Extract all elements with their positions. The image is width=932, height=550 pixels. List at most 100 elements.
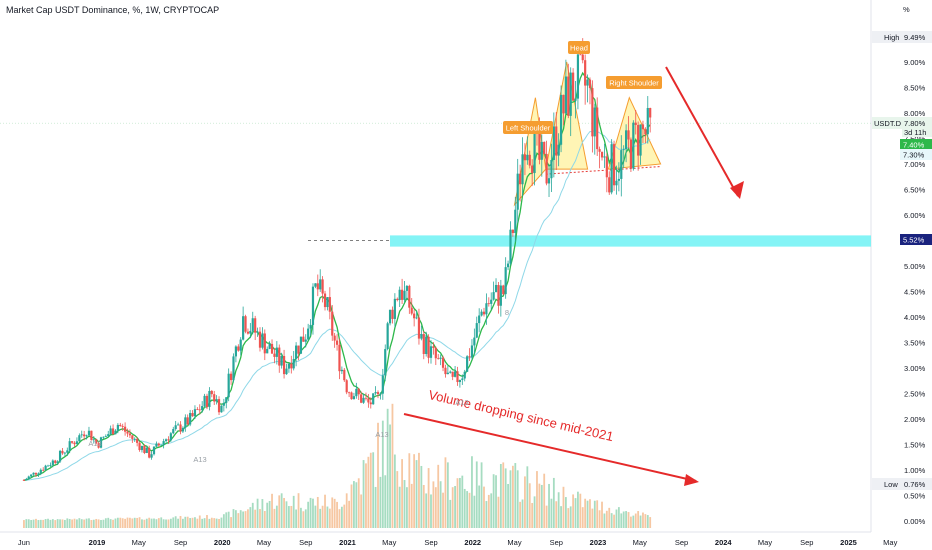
candle-body [323,293,327,308]
candle-body [251,318,254,331]
volume-bar [225,512,228,528]
volume-bar [446,462,449,528]
candle-body [381,375,384,394]
volume-bar [360,494,363,528]
candle-body [152,446,156,455]
volume-bar [401,459,403,528]
candle-body [485,303,488,315]
volume-bar [143,519,146,528]
candle-body [215,399,218,402]
candle-body [388,309,392,324]
head-badge [568,41,590,54]
volume-bar [410,483,413,528]
candle-body [314,283,317,287]
candle-body [234,346,237,357]
low-badge [872,478,932,490]
candle-body [304,339,307,342]
candle-body [176,424,180,426]
y-tick-label: 1.00% [904,466,926,475]
x-tick-label: May [382,538,396,547]
candle-body [345,380,348,393]
candle-body [78,435,81,442]
high-value: 9.49% [904,33,926,42]
volume-bar [434,487,437,528]
volume-bar [51,519,54,528]
volume-bar [540,484,543,528]
candle-body [350,392,353,400]
last-price-badge [902,117,932,137]
candle-body [138,442,141,451]
x-tick-label: 2025 [840,538,857,547]
y-tick-label: 3.00% [904,364,926,373]
high-label: High [884,33,899,42]
candle-body [56,461,59,463]
candle-body [413,313,416,319]
candle-body [242,316,245,340]
volume-bar [430,494,432,528]
volume-bar [449,499,452,528]
candle-body [309,324,312,329]
volume-bar [340,506,343,528]
candle-body [258,331,262,348]
candle-body [502,285,505,295]
volume-bar [153,518,155,528]
volume-bar [261,499,264,528]
low-value: 0.76% [904,480,926,489]
candle-body [326,297,329,308]
volume-bar [242,511,245,528]
candle-body [208,390,211,408]
candle-body [468,356,471,358]
candle-body [246,331,250,334]
volume-bar [124,518,127,528]
volume-bar [37,520,40,528]
price-forecast-arrowhead [730,181,744,199]
volume-bar [230,517,232,528]
volume-bar [263,511,266,528]
volume-bar [191,517,194,528]
volume-bar [396,471,399,528]
candle-body [398,289,401,301]
y-tick-label: 8.00% [904,109,926,118]
volume-bar [222,514,225,528]
candle-body [311,286,315,325]
volume-bar [148,517,151,528]
candle-body [579,54,582,56]
countdown-value: 3d 11h [904,128,926,137]
y-tick-label: 4.50% [904,288,926,297]
y-tick-label: 8.50% [904,84,926,93]
volume-bar [627,512,630,528]
volume-bar [251,502,254,528]
candle-body [83,434,86,437]
volume-bar [632,515,635,528]
volume-bar [227,511,230,528]
candle-body [480,311,483,316]
candle-body [172,429,175,434]
x-tick-label: 2024 [715,538,733,547]
volume-bar [386,408,389,528]
volume-bar [485,501,488,528]
candle-body [605,156,608,178]
candle-body [186,417,189,425]
candle-body [297,345,300,354]
candle-body [437,358,440,360]
volume-bar [644,514,647,528]
candle-body [32,472,35,475]
volume-bar [567,508,570,528]
candle-body [543,141,546,154]
volume-bar [519,501,522,528]
volume-bar [427,468,430,528]
zone-price-badge [900,234,932,245]
candle-body [239,339,242,351]
volume-bar [422,484,425,528]
volume-bar [314,505,317,528]
volume-bar [326,506,329,528]
x-tick-label: Jun [18,538,30,547]
marker-label: A13 [88,439,101,448]
volume-bar [129,517,131,528]
volume-bar [179,516,182,528]
volume-bar [220,517,223,528]
candle-body [376,392,380,395]
volume-bar [54,520,57,528]
volume-bar [331,497,334,528]
volume-bar [497,496,500,528]
